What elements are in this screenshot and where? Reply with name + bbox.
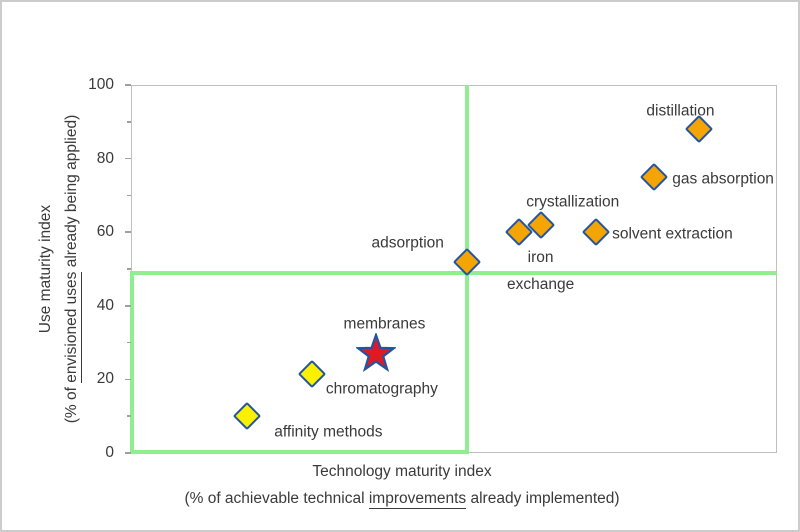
y-axis-major-tick <box>125 157 131 160</box>
x-axis-title-line2: (% of achievable technical improvements … <box>2 485 800 512</box>
y-axis-title-line1: Use maturity index <box>37 204 54 334</box>
y-axis-title-line2-pre: (% of <box>63 382 80 424</box>
affinity-methods-label: affinity methods <box>274 423 383 441</box>
plot-area <box>131 85 777 453</box>
y-axis-tick-label: 80 <box>96 149 114 167</box>
iron-exchange-label: iron exchange <box>506 249 575 294</box>
y-axis-title-underlined-phrase: envisioned uses <box>63 271 82 383</box>
y-axis-minor-tick <box>127 415 131 417</box>
membranes-star-icon <box>355 331 398 373</box>
y-axis-minor-tick <box>127 194 131 197</box>
x-axis-title-line1: Technology maturity index <box>312 463 492 480</box>
distillation-label: distillation <box>646 102 715 120</box>
y-axis-tick-label: 100 <box>88 76 114 93</box>
y-axis-minor-tick <box>127 268 131 270</box>
y-axis-tick-label: 0 <box>105 444 114 461</box>
y-axis-major-tick <box>125 378 131 381</box>
y-axis-major-tick <box>125 452 131 454</box>
chromatography-label: chromatography <box>325 380 438 398</box>
y-axis-minor-tick <box>127 121 131 123</box>
y-axis-title: Use maturity index (% of envisioned uses… <box>33 59 85 479</box>
lower-left-quadrant-box <box>130 270 469 454</box>
crystallization-label: crystallization <box>526 193 620 211</box>
y-axis-major-tick <box>125 84 131 86</box>
y-axis-tick-label: 20 <box>96 370 114 388</box>
x-axis-title-underlined-word: improvements <box>368 490 467 509</box>
y-axis-major-tick <box>125 231 131 233</box>
adsorption-label: adsorption <box>371 234 444 252</box>
y-axis-minor-tick <box>127 341 131 344</box>
y-axis-major-tick <box>125 305 131 307</box>
y-axis-title-line2: (% of envisioned uses already being appl… <box>59 59 85 479</box>
y-axis-tick-label: 40 <box>96 296 114 314</box>
x-axis-title-line2-post: already implemented) <box>466 490 620 507</box>
y-axis-tick-label: 60 <box>96 223 114 241</box>
x-axis-title-line2-pre: (% of achievable technical <box>184 490 369 507</box>
y-axis-title-line2-post: already being applied) <box>63 114 80 272</box>
solvent-extraction-label: solvent extraction <box>612 225 733 243</box>
membranes-label: membranes <box>343 315 426 333</box>
gas-absorption-label: gas absorption <box>672 170 774 188</box>
x-axis-title: Technology maturity index (% of achievab… <box>2 458 800 512</box>
